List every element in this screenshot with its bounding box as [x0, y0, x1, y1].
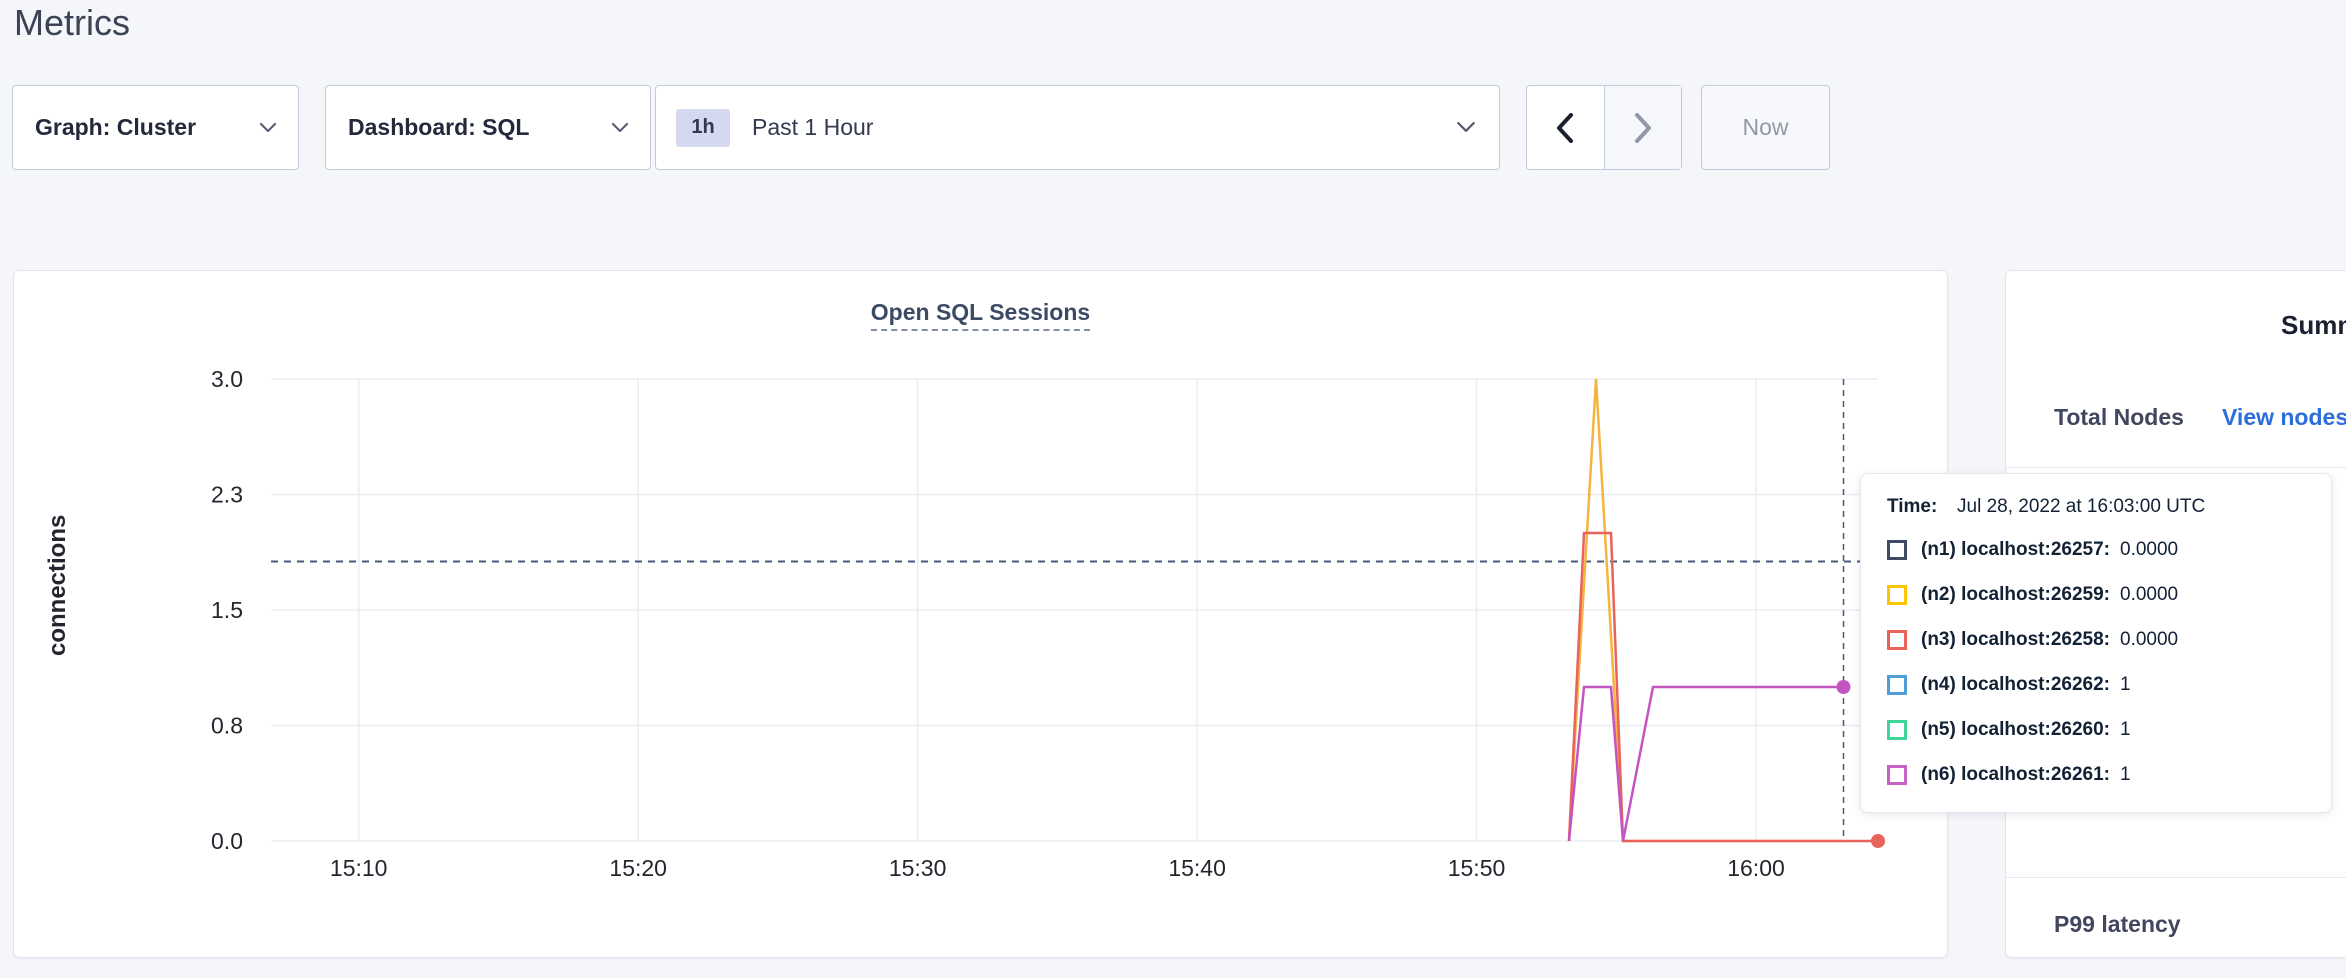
svg-text:15:40: 15:40 [1168, 855, 1226, 881]
svg-text:15:30: 15:30 [889, 855, 947, 881]
svg-text:15:20: 15:20 [609, 855, 667, 881]
svg-text:2.3: 2.3 [211, 482, 243, 508]
svg-text:1.5: 1.5 [211, 597, 243, 623]
svg-text:16:00: 16:00 [1727, 855, 1785, 881]
svg-text:0.0: 0.0 [211, 828, 243, 854]
svg-text:15:10: 15:10 [330, 855, 388, 881]
svg-text:15:50: 15:50 [1448, 855, 1506, 881]
svg-text:3.0: 3.0 [211, 366, 243, 392]
svg-text:0.8: 0.8 [211, 713, 243, 739]
